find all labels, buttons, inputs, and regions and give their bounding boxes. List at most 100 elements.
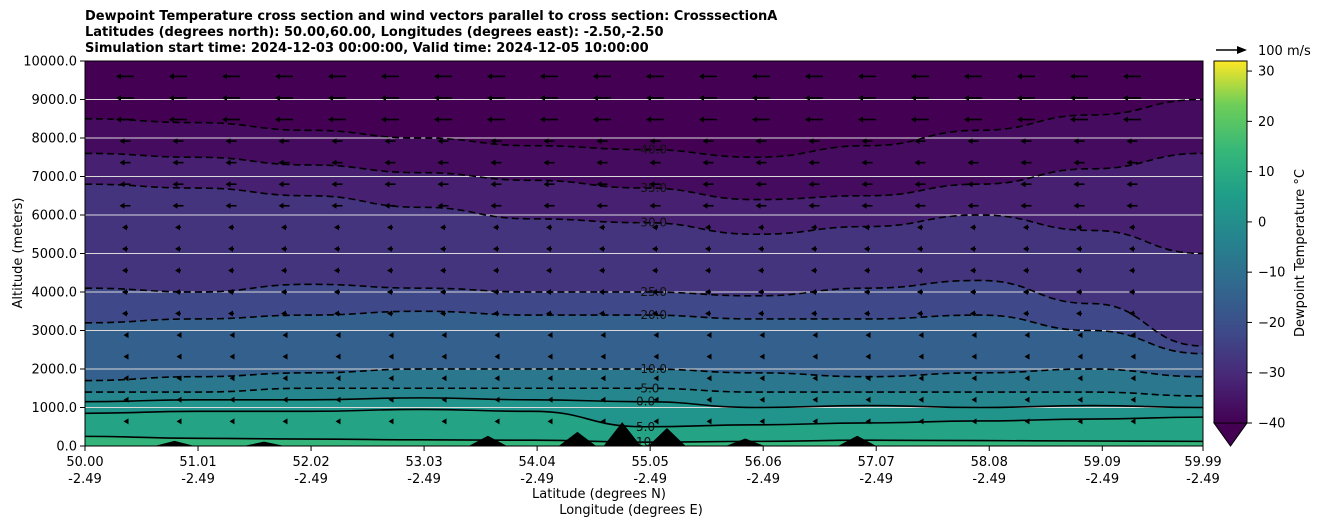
wind-vector [1123,94,1141,101]
wind-vector [811,224,817,231]
y-tick-label: 1000.0 [32,401,78,416]
chart-title-line-2: Latitudes (degrees north): 50.00,60.00, … [85,25,664,40]
wind-vector [490,159,502,166]
wind-vector [758,245,764,252]
y-tick-label: 8000.0 [32,132,78,147]
wind-vector [865,353,871,360]
wind-vector [600,418,606,425]
wind-vector [918,396,924,403]
wind-vector [1020,138,1032,145]
wind-vector [384,202,396,209]
wind-vector [228,289,234,295]
wind-vector [759,396,765,403]
x-tick-label-lon: -2.49 [972,472,1006,487]
terrain [85,422,1203,446]
wind-vector [1024,353,1030,360]
wind-vector [699,94,717,101]
wind-vector [917,245,923,252]
wind-vector [278,138,290,145]
wind-vector [1123,73,1141,80]
wind-vector [596,181,608,188]
x-tick-label-lat: 59.09 [1084,455,1121,470]
terrain-shape [85,422,1203,446]
wind-vector [858,94,876,101]
wind-vector [967,202,979,209]
wind-vector [116,73,134,80]
wind-vector [653,418,659,425]
wind-vector [229,332,235,339]
wind-vector [282,353,288,360]
wind-vector [811,310,817,317]
wind-vector [175,245,181,252]
wind-vector [1073,202,1085,209]
wind-vector [547,353,553,360]
wind-vector [706,396,712,403]
wind-vector [229,418,235,425]
wind-vector [335,332,341,339]
wind-vector [759,375,765,382]
wind-vector [599,267,605,274]
x-axis: 50.00 -2.49 51.01 -2.49 52.02 -2.49 53.03 -2.49… [66,446,1222,487]
wind-vector [649,159,661,166]
wind-vector [1023,224,1029,231]
wind-vector [812,396,818,403]
wind-vector [812,418,818,425]
x-tick-label-lat: 51.01 [179,455,216,470]
wind-vector [917,289,923,295]
wind-vector [1073,159,1085,166]
wind-vector [758,310,764,317]
wind-vector [437,159,449,166]
wind-vector [490,202,502,209]
x-tick-label-lon: -2.49 [407,472,441,487]
wind-vector [1076,224,1082,231]
wind-vector [596,202,608,209]
wind-vector [222,73,240,80]
wind-vector [494,375,500,382]
fill-band [85,409,1203,446]
wind-vector [222,116,240,123]
wind-vector [282,418,288,425]
wind-vector [119,138,131,145]
wind-vector [646,116,664,123]
wind-vector [494,332,500,339]
wind-vector [864,245,870,252]
wind-vector [1076,289,1082,295]
wind-vector [600,332,606,339]
wind-vector [1020,202,1032,209]
wind-vector [1023,245,1029,252]
wind-vector [918,353,924,360]
y-tick-label: 9000.0 [32,93,78,108]
wind-vector [540,73,558,80]
wind-vector [755,181,767,188]
y-tick-label: 6000.0 [32,209,78,224]
wind-vector [122,289,128,295]
wind-vector [599,245,605,252]
wind-vector [652,289,658,295]
wind-vector [811,245,817,252]
plot-area: -40.0-35.0-30.0-25.0-20.0-10.0-5.00.05.0… [85,61,1203,446]
wind-vector [652,310,658,317]
colorbar-tick-label: −20 [1258,316,1285,331]
wind-vector [705,310,711,317]
x-tick-label-lat: 58.08 [971,455,1008,470]
wind-vector [116,94,134,101]
wind-vector [440,267,446,274]
wind-vector [388,353,394,360]
wind-vector [225,202,237,209]
wind-vector [388,332,394,339]
wind-vector [970,245,976,252]
wind-vector [493,310,499,317]
x-tick-label-lon: -2.49 [746,472,780,487]
wind-vector [278,202,290,209]
x-tick-label-lon: -2.49 [1085,472,1119,487]
wind-vector [229,396,235,403]
wind-vector [653,332,659,339]
wind-vector [861,138,873,145]
wind-vector [1130,375,1136,382]
wind-vector [808,181,820,188]
wind-vector [917,267,923,274]
x-axis-label-longitude: Longitude (degrees E) [559,503,703,518]
x-axis-label-latitude: Latitude (degrees N) [532,487,666,502]
y-tick-label: 4000.0 [32,286,78,301]
wind-vector [600,353,606,360]
